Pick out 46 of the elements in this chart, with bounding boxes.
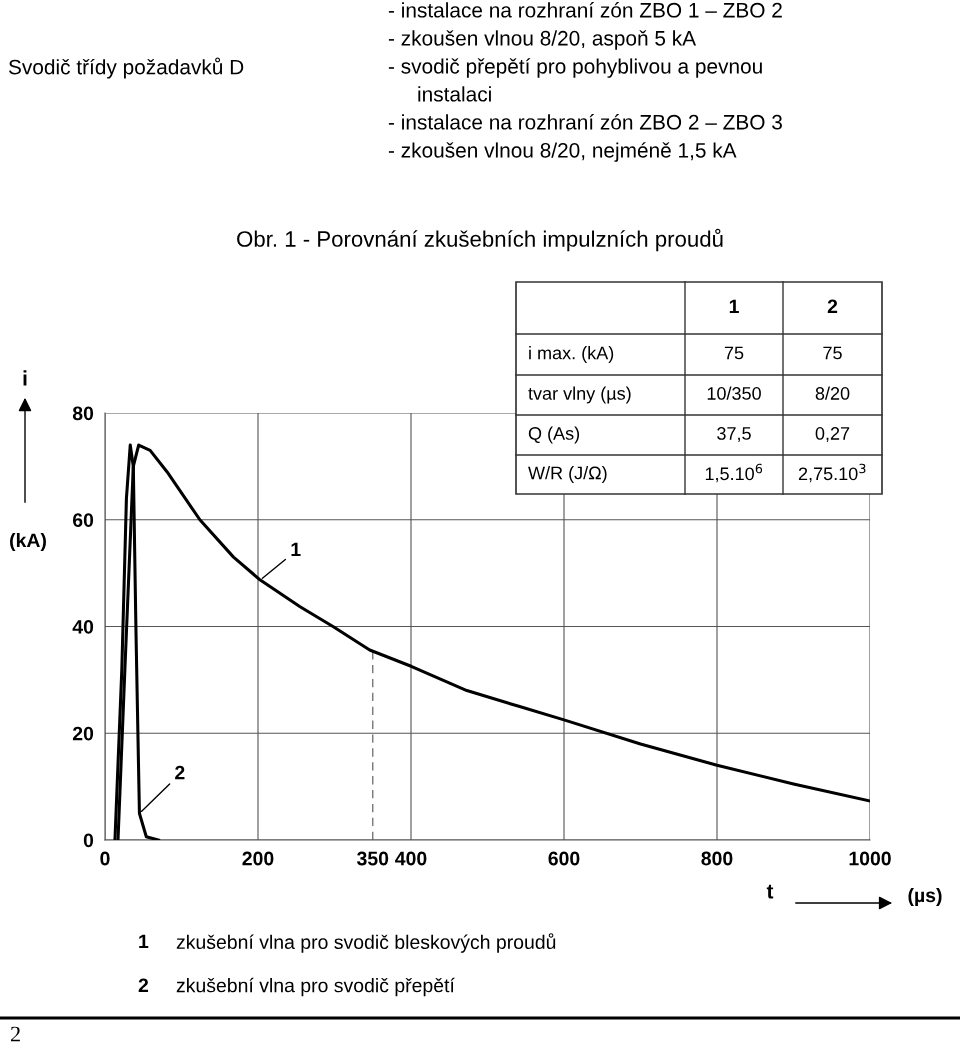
x-tick-label: 800 [701,851,733,866]
text: 10/350 [707,386,761,400]
text: 75 [823,346,842,360]
text: 75 [724,346,744,360]
text: - svodič přepětí pro pohyblivou a pevnou [388,58,762,78]
text: 1 [139,934,149,949]
y-tick-label: 60 [72,513,94,527]
annotation: 1,5.10$^{6}$ [705,463,763,483]
text: 2 [827,299,838,314]
text: zkušební vlna pro svodič přepětí [176,977,455,997]
text: (kA) [10,532,46,552]
text: i max. (kA) [529,346,614,363]
annotation: 2 [175,765,185,780]
text: 2 [10,1026,20,1042]
y-tick-label: 0 [83,833,94,848]
text: - instalace na rozhraní zón ZBO 2 – ZBO 3 [388,114,782,130]
text: - zkoušen vlnou 8/20, aspoň 5 kA [388,30,697,50]
annotation: 0,27 [815,427,850,442]
y-tick-label: 20 [72,726,94,741]
text: 8/20 [815,386,850,400]
y-axis-title: i [23,370,27,386]
x-tick-label: 1000 [849,851,891,866]
y-tick-label: 80 [72,406,94,421]
text: 1 [729,299,739,314]
x-tick-label: 200 [242,851,274,866]
x-axis-title: t [766,884,774,899]
x-tick-label: 0 [100,851,110,866]
text: 2 [138,978,149,993]
chart-title: Obr. 1 - Porovnání zkušebních impulzních proudů [237,228,723,252]
text: - zkoušen vlnou 8/20, nejméně 1,5 kA [388,142,737,162]
text: - instalace na rozhraní zón ZBO 1 – ZBO 2 [388,2,782,18]
line-series [116,443,870,840]
y-tick-label: 40 [72,619,94,634]
text: tvar vlny (µs) [528,386,631,404]
text: Svodič třídy požadavků D [8,57,244,79]
annotation: Q (As) [528,426,580,444]
text: zkušební vlna pro svodič bleskových proudů [176,933,556,953]
text: instalaci [418,86,491,102]
annotation: 1 [291,542,301,557]
x-tick-label: 350 [356,851,389,866]
x-tick-label: 400 [395,851,427,866]
annotation: 37,5 [717,427,751,442]
text: (µs) [908,887,942,907]
annotation: 2,75.10$^{3}$ [798,463,866,483]
annotation: W/R (J/Ω) [528,466,607,483]
x-tick-label: 600 [548,851,580,866]
